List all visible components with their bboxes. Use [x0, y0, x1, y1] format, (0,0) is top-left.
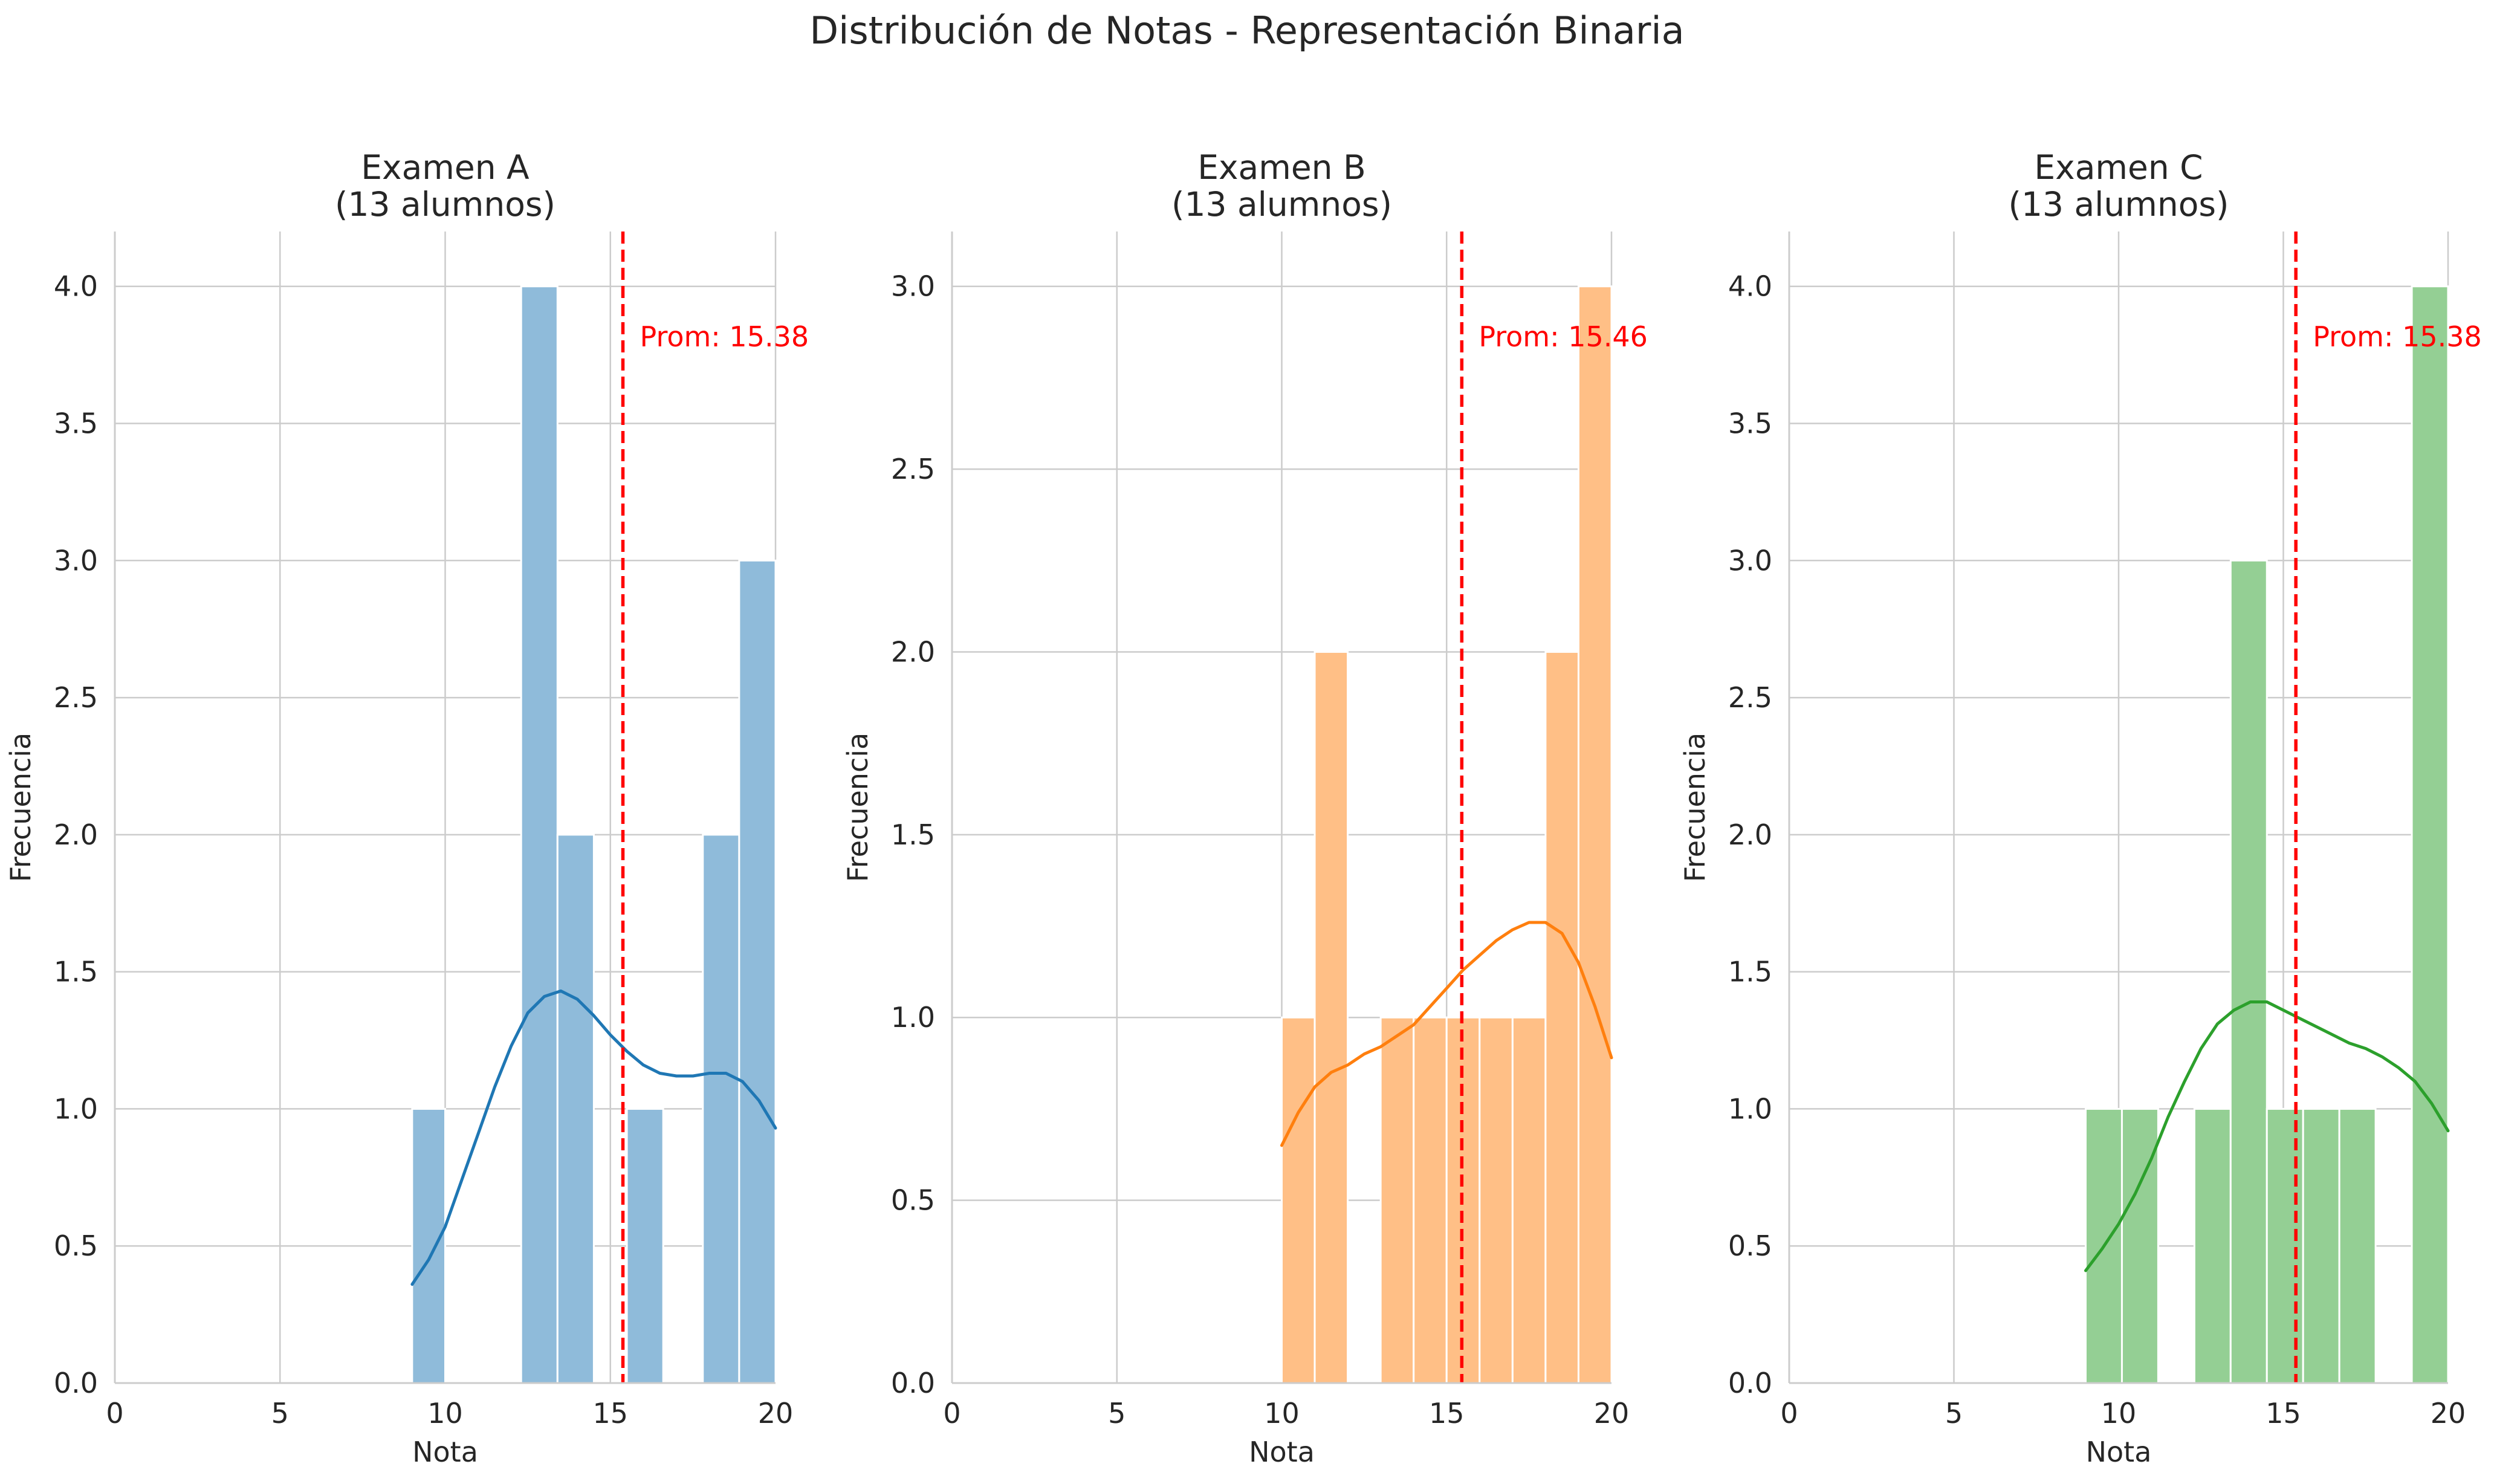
- y-tick-label: 2.5: [1728, 681, 1772, 714]
- y-tick-label: 4.0: [54, 270, 98, 303]
- x-tick-label: 0: [1780, 1397, 1798, 1430]
- histogram-bar: [1544, 650, 1579, 1384]
- mean-label: Prom: 15.46: [1479, 320, 1648, 353]
- x-tick-label: 5: [271, 1397, 289, 1430]
- x-tick-label: 10: [427, 1397, 463, 1430]
- histogram-bar: [2266, 1107, 2304, 1384]
- histogram-bar: [1281, 1016, 1316, 1384]
- panel-3: Prom: 15.38 0 5 10 15 20 0.0 0.5 1.0 1.5 2.0 2.5 3.0…: [1679, 148, 2482, 1468]
- x-axis-label: Nota: [2086, 1436, 2152, 1468]
- y-axis-label: Frecuencia: [841, 733, 874, 882]
- y-tick-label: 0.0: [891, 1367, 935, 1399]
- x-tick-label: 5: [1945, 1397, 1963, 1430]
- histogram-bar: [1511, 1016, 1547, 1384]
- histogram-bar: [702, 834, 740, 1384]
- y-tick-label: 0.0: [1728, 1367, 1772, 1399]
- y-tick-label: 2.0: [54, 818, 98, 851]
- x-tick-label: 0: [943, 1397, 960, 1430]
- histogram-bar: [411, 1107, 446, 1384]
- panels: Prom: 15.38 0 5 10 15 20 0.0 0.5 1.0 1.5 2.0 2.5 3.0…: [4, 148, 2482, 1468]
- x-tick-label: 20: [2431, 1397, 2466, 1430]
- histogram-bar: [2302, 1107, 2340, 1384]
- kde-curve: [1280, 921, 1613, 1147]
- y-tick-label: 1.0: [1728, 1092, 1772, 1125]
- panel-1: Prom: 15.38 0 5 10 15 20 0.0 0.5 1.0 1.5 2.0 2.5 3.0…: [4, 148, 809, 1468]
- histogram-bar: [1577, 285, 1613, 1384]
- histogram-bar: [1479, 1016, 1514, 1384]
- mean-label: Prom: 15.38: [2313, 320, 2482, 353]
- figure-title: Distribución de Notas - Representación B…: [809, 8, 1684, 53]
- y-tick-label: 3.0: [54, 544, 98, 577]
- x-axis-label: Nota: [1249, 1436, 1315, 1468]
- y-tick-label: 1.5: [54, 956, 98, 988]
- panel-title-line2: (13 alumnos): [335, 185, 555, 224]
- y-tick-label: 1.0: [891, 1001, 935, 1034]
- y-tick-label: 4.0: [1728, 270, 1772, 303]
- x-tick-label: 20: [1594, 1397, 1630, 1430]
- y-tick-label: 1.5: [891, 818, 935, 851]
- histogram-bar: [2411, 285, 2449, 1384]
- y-tick-label: 2.5: [54, 681, 98, 714]
- y-tick-label: 3.0: [1728, 544, 1772, 577]
- y-tick-label: 2.0: [891, 635, 935, 668]
- panel-title-line2: (13 alumnos): [1171, 185, 1392, 224]
- x-tick-label: 10: [1264, 1397, 1300, 1430]
- y-tick-label: 2.0: [1728, 818, 1772, 851]
- x-tick-label: 15: [2266, 1397, 2301, 1430]
- histogram-bar: [738, 559, 777, 1384]
- histogram-bar: [1413, 1016, 1448, 1384]
- panel-title-line1: Examen B: [1197, 148, 1366, 187]
- x-tick-label: 15: [592, 1397, 628, 1430]
- histogram-bar: [1313, 650, 1349, 1384]
- y-tick-label: 3.5: [1728, 407, 1772, 440]
- histogram-bar: [556, 834, 595, 1384]
- y-tick-label: 1.0: [54, 1092, 98, 1125]
- y-tick-label: 0.5: [891, 1184, 935, 1217]
- x-tick-label: 10: [2101, 1397, 2137, 1430]
- y-tick-label: 1.5: [1728, 956, 1772, 988]
- x-tick-label: 5: [1108, 1397, 1126, 1430]
- x-tick-label: 0: [106, 1397, 123, 1430]
- x-tick-label: 15: [1429, 1397, 1465, 1430]
- histogram-bar: [520, 285, 559, 1384]
- y-tick-label: 0.0: [54, 1367, 98, 1399]
- histogram-bar: [626, 1107, 664, 1384]
- histogram-bar: [2120, 1107, 2159, 1384]
- panel-title-line2: (13 alumnos): [2009, 185, 2229, 224]
- y-tick-label: 0.5: [1728, 1230, 1772, 1262]
- y-axis-label: Frecuencia: [1679, 733, 1711, 882]
- panel-title-line1: Examen C: [2034, 148, 2203, 187]
- histogram-bar: [2193, 1107, 2232, 1384]
- mean-label: Prom: 15.38: [640, 320, 809, 353]
- y-tick-label: 3.5: [54, 407, 98, 440]
- kde-curve: [410, 989, 777, 1286]
- panel-2: Prom: 15.46 0 5 10 15 20 0.0 0.5 1.0 1.5 2.0 2.5 3.0…: [841, 148, 1648, 1468]
- x-axis-label: Nota: [412, 1436, 478, 1468]
- histogram-bar: [2338, 1107, 2377, 1384]
- y-tick-label: 0.5: [54, 1230, 98, 1262]
- panel-title-line1: Examen A: [361, 148, 530, 187]
- y-tick-label: 3.0: [891, 270, 935, 303]
- y-axis-label: Frecuencia: [4, 733, 37, 882]
- y-tick-label: 2.5: [891, 453, 935, 485]
- kde-curve: [2084, 1000, 2450, 1272]
- histogram-bar: [1379, 1016, 1415, 1384]
- x-tick-label: 20: [758, 1397, 794, 1430]
- histogram-bar: [2229, 559, 2268, 1384]
